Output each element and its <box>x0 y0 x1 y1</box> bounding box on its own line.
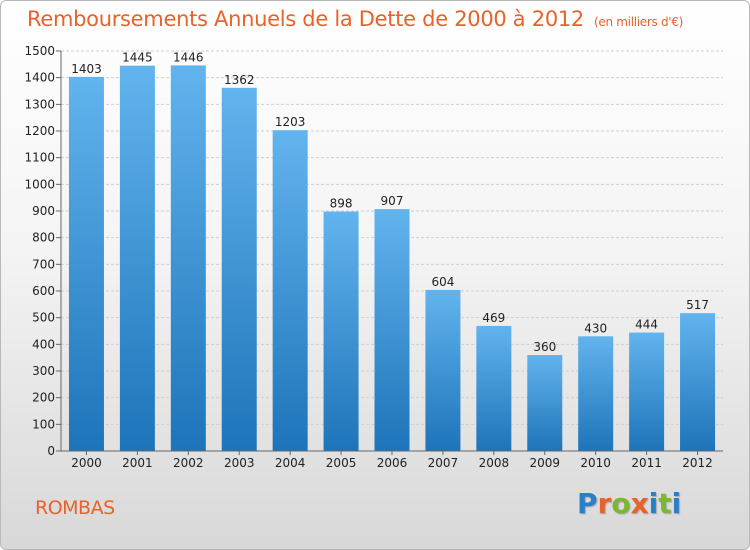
y-tick-label: 1000 <box>24 177 55 191</box>
y-tick-label: 1100 <box>24 151 55 165</box>
bar-value-label: 1446 <box>173 50 204 64</box>
bar <box>374 209 410 451</box>
logo-letter: x <box>630 487 649 520</box>
proxiti-logo[interactable]: Proxiti <box>577 487 681 520</box>
bar <box>425 289 461 451</box>
bar-value-label: 1445 <box>122 51 153 65</box>
chart-title: Remboursements Annuels de la Dette de 20… <box>27 7 683 31</box>
x-tick-label: 2006 <box>377 456 408 470</box>
x-tick-label: 2007 <box>428 456 459 470</box>
bar <box>578 336 614 451</box>
logo-letter: i <box>648 487 659 520</box>
bar <box>170 65 206 452</box>
logo-letter: i <box>671 487 682 520</box>
x-tick-label: 2008 <box>479 456 510 470</box>
y-tick-label: 1500 <box>24 44 55 58</box>
bar-value-label: 898 <box>330 197 353 211</box>
x-tick-label: 2000 <box>71 456 102 470</box>
chart-title-text: Remboursements Annuels de la Dette de 20… <box>27 7 584 31</box>
y-tick-label: 700 <box>32 257 55 271</box>
bar-value-label: 360 <box>533 340 556 354</box>
x-tick-label: 2009 <box>529 456 560 470</box>
bar-value-label: 517 <box>686 298 709 312</box>
bar-value-label: 469 <box>482 311 505 325</box>
bar-value-label: 604 <box>431 275 454 289</box>
x-tick-label: 2004 <box>275 456 306 470</box>
bar-value-label: 1403 <box>71 62 102 76</box>
y-tick-label: 300 <box>32 364 55 378</box>
bar-value-label: 444 <box>635 318 658 332</box>
bar-value-label: 1362 <box>224 73 255 87</box>
bar <box>476 325 512 451</box>
y-tick-label: 1400 <box>24 71 55 85</box>
y-tick-label: 200 <box>32 391 55 405</box>
bar-value-label: 430 <box>584 321 607 335</box>
logo-letter: o <box>611 487 631 520</box>
x-tick-label: 2005 <box>326 456 357 470</box>
y-tick-label: 0 <box>47 444 55 458</box>
x-tick-label: 2012 <box>682 456 713 470</box>
bar <box>119 65 155 452</box>
chart-unit: (en milliers d'€) <box>594 15 684 29</box>
bar <box>272 130 308 451</box>
x-tick-label: 2001 <box>122 456 153 470</box>
bars: 1403 1445 1446 1362 1203 898 907 604 469 360 430 44… <box>68 50 716 452</box>
y-tick-label: 900 <box>32 204 55 218</box>
bar <box>680 313 716 451</box>
bar-value-label: 1203 <box>275 115 306 129</box>
bar <box>527 355 563 451</box>
y-axis: 0 100 200 300 400 500 600 700 800 900 1000 1100 1200… <box>24 44 62 458</box>
y-tick-label: 100 <box>32 417 55 431</box>
y-tick-label: 1300 <box>24 97 55 111</box>
bar <box>68 76 104 451</box>
x-tick-label: 2003 <box>224 456 255 470</box>
bar-value-label: 907 <box>381 194 404 208</box>
y-tick-label: 500 <box>32 311 55 325</box>
bar <box>221 87 257 452</box>
x-tick-label: 2002 <box>173 456 204 470</box>
y-tick-label: 800 <box>32 231 55 245</box>
x-tick-label: 2010 <box>580 456 611 470</box>
bar <box>629 332 665 451</box>
commune-name: ROMBAS <box>35 497 115 519</box>
y-tick-label: 1200 <box>24 124 55 138</box>
bar <box>323 211 359 451</box>
logo-letter: P <box>577 487 598 520</box>
x-axis: 2000 2001 2002 2003 2004 2005 2006 2007 2008 2009… <box>61 450 723 470</box>
logo-letter: r <box>597 487 612 520</box>
y-tick-label: 400 <box>32 337 55 351</box>
x-tick-label: 2011 <box>631 456 662 470</box>
y-tick-label: 600 <box>32 284 55 298</box>
logo-letter: t <box>658 487 672 520</box>
